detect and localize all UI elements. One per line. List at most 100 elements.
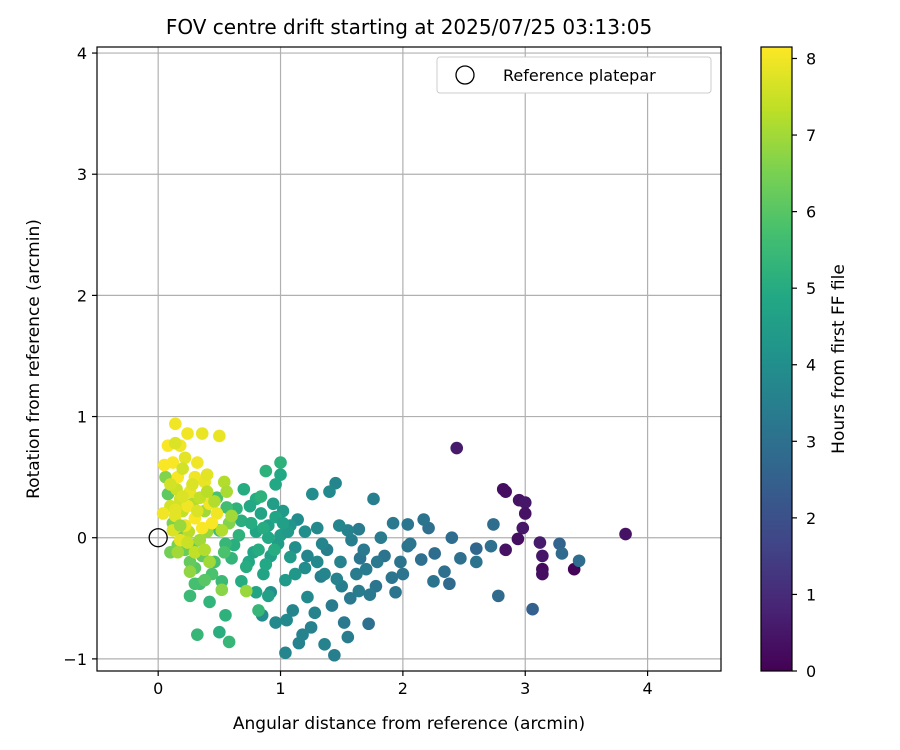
- data-point: [280, 613, 293, 627]
- data-point: [315, 537, 329, 551]
- data-point: [304, 621, 318, 634]
- data-point: [469, 542, 483, 555]
- data-point: [492, 589, 505, 603]
- data-point: [374, 531, 388, 545]
- data-point: [188, 545, 202, 559]
- data-point: [213, 429, 226, 443]
- data-point: [261, 589, 275, 603]
- data-point: [239, 584, 253, 598]
- colorbar-gradient: [760, 46, 793, 672]
- x-tick-label: 0: [153, 679, 163, 698]
- data-point: [188, 577, 202, 591]
- data-point: [181, 499, 194, 513]
- data-point: [301, 590, 314, 604]
- data-point: [330, 572, 344, 586]
- data-point: [292, 636, 306, 650]
- data-point: [334, 555, 347, 569]
- data-point: [341, 630, 355, 644]
- data-point: [183, 555, 197, 569]
- data-point: [403, 537, 417, 551]
- data-point: [235, 575, 248, 588]
- data-point: [176, 490, 189, 503]
- legend-box: [436, 56, 712, 94]
- data-point: [332, 519, 346, 532]
- data-point: [350, 567, 363, 581]
- data-point: [308, 606, 322, 620]
- data-point: [222, 635, 236, 649]
- data-point: [208, 495, 221, 508]
- x-tick-label: 1: [275, 679, 285, 698]
- data-point: [269, 478, 282, 491]
- data-point: [252, 604, 265, 617]
- data-point: [427, 575, 440, 588]
- data-point: [318, 567, 331, 581]
- data-point: [195, 427, 209, 440]
- data-point: [572, 554, 586, 568]
- data-point: [169, 436, 182, 450]
- data-point: [533, 536, 547, 549]
- data-point: [239, 560, 253, 574]
- y-tick-label: 0: [77, 529, 87, 548]
- colorbar-label: Hours from first FF file: [829, 264, 849, 454]
- data-point: [362, 617, 375, 631]
- data-point: [619, 527, 632, 541]
- data-point: [389, 585, 402, 599]
- data-point: [198, 573, 211, 587]
- data-point: [173, 519, 187, 532]
- data-point: [235, 514, 248, 528]
- data-point: [169, 417, 182, 431]
- data-point: [156, 507, 170, 520]
- x-tick-label: 2: [398, 679, 408, 698]
- data-point: [279, 573, 292, 587]
- y-tick-label: 4: [77, 44, 87, 63]
- data-point: [499, 485, 512, 498]
- colorbar-tick-label: 2: [806, 509, 816, 528]
- reference-platepar-marker: [148, 528, 168, 548]
- data-point: [200, 468, 214, 482]
- data-point: [198, 543, 211, 557]
- data-point: [310, 521, 324, 535]
- data-point: [298, 561, 312, 575]
- data-point: [555, 547, 569, 560]
- data-point: [445, 531, 459, 545]
- data-point: [284, 550, 297, 564]
- data-point: [186, 478, 199, 491]
- data-point: [178, 451, 192, 465]
- y-tick-label: 3: [77, 165, 87, 184]
- data-point: [191, 628, 204, 641]
- x-axis: 0 1 2 3 4: [153, 671, 653, 698]
- data-point: [279, 646, 292, 660]
- data-point: [511, 532, 525, 546]
- data-point: [288, 567, 302, 581]
- data-point: [306, 487, 319, 501]
- y-tick-label: 1: [77, 408, 87, 427]
- data-point: [257, 521, 270, 535]
- data-point: [385, 571, 399, 585]
- data-point: [443, 577, 456, 591]
- data-point: [301, 549, 314, 563]
- data-point: [191, 504, 204, 518]
- data-point: [337, 616, 351, 629]
- y-tick-label: 2: [77, 286, 87, 305]
- data-point: [286, 604, 300, 617]
- data-point: [518, 496, 532, 509]
- data-point: [183, 565, 197, 578]
- data-point: [325, 599, 339, 612]
- data-point: [219, 608, 232, 622]
- data-point: [157, 458, 171, 472]
- colorbar-ticks: 0 1 2 3 4 5 6 7 8: [792, 49, 816, 681]
- colorbar-tick-label: 5: [806, 279, 816, 298]
- data-point: [215, 524, 229, 537]
- data-point: [191, 456, 204, 469]
- data-point: [323, 485, 336, 498]
- data-point: [217, 545, 231, 559]
- data-point: [370, 555, 384, 569]
- data-point: [359, 562, 373, 576]
- data-point: [169, 503, 182, 517]
- colorbar-tick-label: 4: [806, 356, 816, 375]
- data-point: [310, 555, 324, 569]
- data-point: [249, 585, 263, 599]
- legend: Reference platepar: [436, 56, 712, 94]
